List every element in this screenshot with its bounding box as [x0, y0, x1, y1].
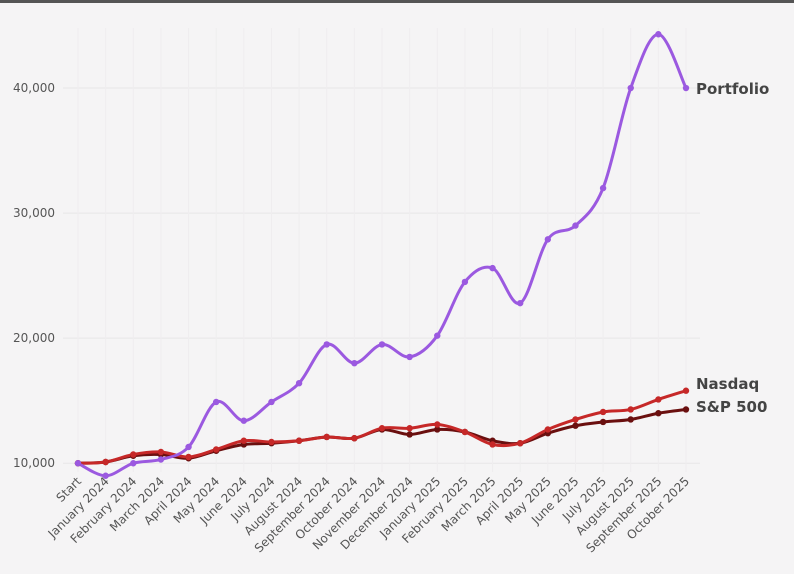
data-point: [406, 425, 413, 432]
data-point: [185, 443, 192, 451]
series-labels: Portfolio Nasdaq S&P 500: [696, 80, 769, 416]
data-point: [157, 448, 165, 456]
data-point: [655, 410, 662, 417]
data-point: [130, 451, 137, 458]
data-point: [655, 31, 662, 38]
data-point: [516, 440, 524, 447]
data-point: [212, 446, 220, 453]
data-point: [572, 422, 579, 429]
data-point: [544, 236, 552, 243]
data-point: [102, 472, 109, 479]
y-tick-label: 10,000: [13, 456, 55, 470]
data-point: [295, 380, 303, 387]
data-point: [599, 408, 607, 416]
series-label: Nasdaq: [696, 375, 759, 393]
series-points: [74, 31, 690, 479]
data-point: [434, 421, 441, 428]
data-point: [489, 441, 496, 448]
data-point: [240, 437, 248, 444]
data-point: [351, 435, 358, 442]
data-point: [378, 425, 386, 432]
data-point: [682, 84, 690, 92]
data-point: [516, 299, 524, 307]
y-tick-label: 40,000: [13, 81, 55, 95]
data-point: [627, 406, 634, 413]
y-tick-label: 30,000: [13, 206, 55, 220]
series-label: S&P 500: [696, 398, 767, 416]
data-point: [295, 437, 303, 444]
series-label: Portfolio: [696, 80, 769, 98]
data-point: [102, 458, 109, 466]
data-point: [323, 433, 330, 441]
data-point: [157, 456, 165, 463]
y-tick-label: 20,000: [13, 331, 55, 345]
data-point: [434, 426, 441, 433]
data-point: [627, 84, 634, 92]
data-point: [185, 453, 192, 461]
data-point: [682, 387, 690, 394]
data-point: [378, 341, 386, 348]
data-point: [434, 332, 441, 339]
data-point: [544, 426, 552, 433]
data-point: [461, 428, 469, 436]
y-axis: 10,000 20,000 30,000 40,000: [13, 81, 55, 470]
series-line: [76, 32, 688, 478]
data-point: [489, 264, 496, 272]
data-point: [268, 398, 275, 406]
data-point: [74, 460, 82, 467]
top-border: [0, 0, 794, 3]
data-point: [461, 278, 469, 286]
data-point: [599, 418, 607, 426]
gridlines: [63, 28, 700, 472]
data-point: [130, 460, 137, 467]
data-point: [351, 359, 358, 367]
data-point: [240, 417, 248, 424]
data-point: [212, 398, 220, 406]
data-point: [268, 438, 275, 446]
data-point: [682, 406, 690, 413]
data-point: [406, 431, 413, 438]
data-point: [599, 184, 607, 192]
data-point: [627, 416, 634, 423]
data-point: [572, 416, 579, 423]
data-point: [406, 353, 413, 361]
data-point: [655, 396, 662, 403]
data-point: [323, 341, 330, 348]
data-point: [572, 222, 579, 229]
